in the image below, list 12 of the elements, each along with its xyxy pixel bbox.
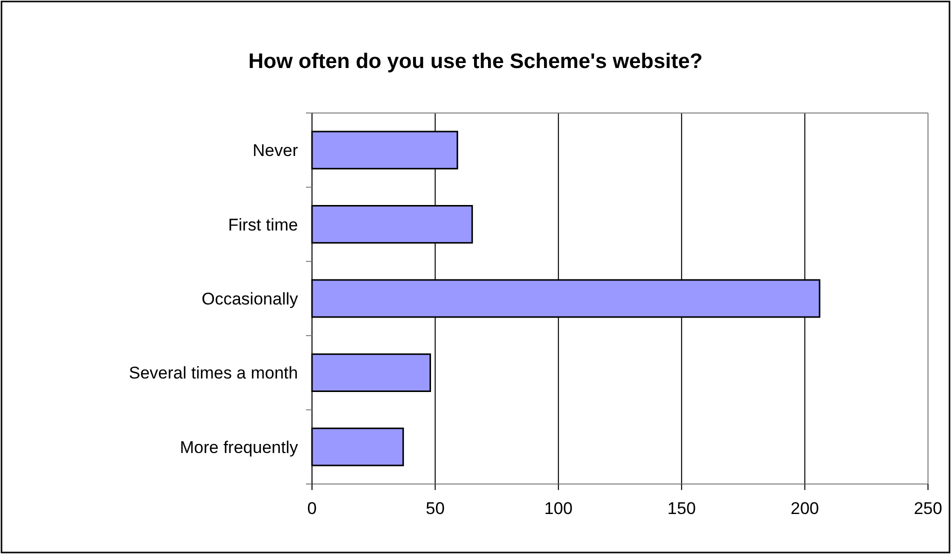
x-tick-label: 50 (426, 499, 445, 518)
y-tick-label: More frequently (180, 438, 298, 457)
x-tick-label: 200 (790, 499, 819, 518)
x-tick-label: 250 (914, 499, 942, 518)
chart-title: How often do you use the Scheme's website? (248, 50, 703, 73)
x-tick-label: 150 (667, 499, 696, 518)
y-tick-label: Never (252, 141, 298, 160)
x-tick-label: 0 (307, 499, 317, 518)
x-tick-label: 100 (544, 499, 573, 518)
y-tick-label: First time (228, 215, 298, 234)
y-tick-label: Several times a month (128, 364, 298, 383)
y-tick-label: Occasionally (202, 289, 298, 308)
